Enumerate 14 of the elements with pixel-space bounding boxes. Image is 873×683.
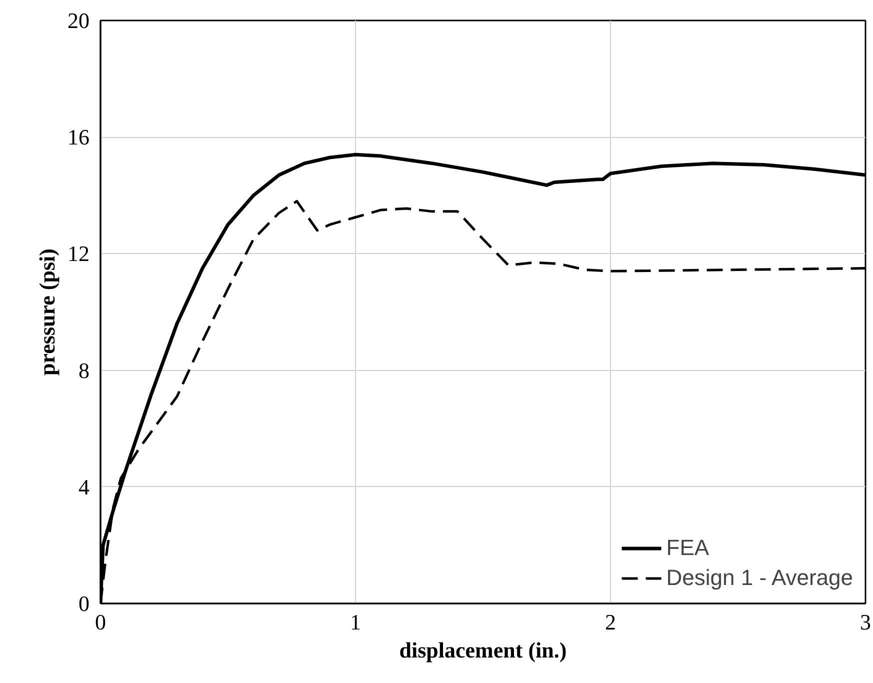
y-axis-title: pressure (psi) (34, 248, 60, 376)
y-tick-label: 8 (78, 358, 90, 383)
y-tick-label: 20 (68, 8, 90, 33)
y-tick-label: 4 (78, 474, 90, 500)
y-tick-label: 16 (68, 124, 90, 150)
y-tick-label: 12 (68, 241, 90, 266)
x-tick-label: 0 (95, 610, 106, 634)
y-tick-label: 0 (78, 591, 90, 616)
legend-label: Design 1 - Average (666, 565, 853, 591)
x-tick-label: 2 (605, 610, 616, 634)
x-tick-label: 3 (860, 610, 871, 634)
legend-label: FEA (666, 535, 710, 561)
x-tick-label: 1 (350, 610, 361, 634)
x-axis-title: displacement (in.) (399, 638, 567, 662)
